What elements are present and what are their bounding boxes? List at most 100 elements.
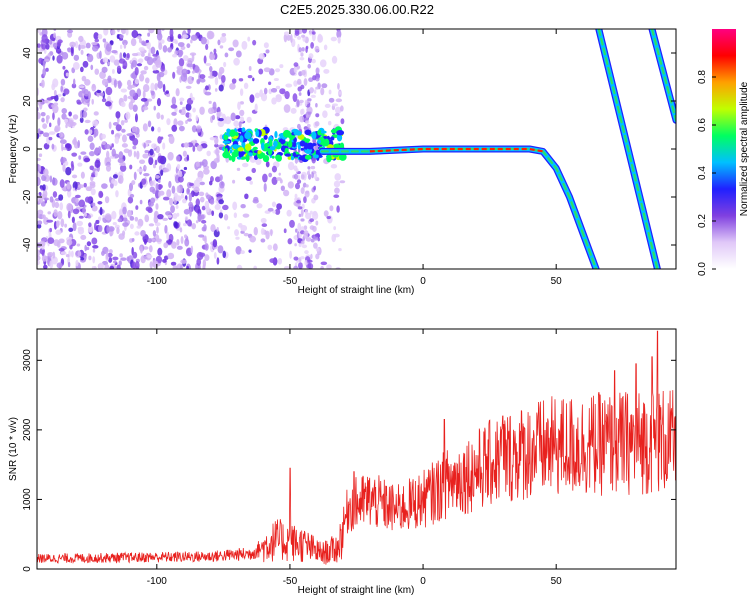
noise-speckle xyxy=(199,106,205,115)
noise-speckle xyxy=(66,202,73,212)
noise-speckle xyxy=(122,60,128,70)
noise-speckle xyxy=(42,237,48,242)
noise-speckle xyxy=(209,66,213,72)
noise-speckle xyxy=(171,124,178,132)
noise-speckle xyxy=(37,220,43,225)
noise-speckle xyxy=(37,255,41,261)
noise-speckle xyxy=(95,219,100,225)
noise-speckle xyxy=(260,238,266,243)
noise-speckle xyxy=(196,128,201,133)
noise-speckle xyxy=(85,246,90,251)
noise-speckle xyxy=(186,265,189,269)
noise-speckle xyxy=(184,216,189,221)
noise-speckle xyxy=(94,38,100,43)
noise-speckle xyxy=(205,43,209,50)
noise-speckle xyxy=(42,132,50,138)
noise-speckle xyxy=(217,245,224,254)
ridge-blob xyxy=(252,138,260,144)
noise-speckle xyxy=(219,35,227,44)
noise-speckle xyxy=(99,206,103,216)
noise-speckle xyxy=(208,53,216,61)
noise-speckle xyxy=(195,161,200,167)
noise-speckle xyxy=(177,42,185,47)
noise-speckle xyxy=(119,44,123,50)
noise-speckle xyxy=(339,180,346,184)
noise-speckle xyxy=(83,212,87,217)
noise-speckle xyxy=(203,168,210,175)
ridge-blob xyxy=(336,133,343,142)
noise-speckle xyxy=(37,111,41,120)
noise-speckle xyxy=(274,208,281,215)
noise-speckle xyxy=(280,185,285,192)
ridge-blob xyxy=(262,154,270,163)
noise-speckle xyxy=(147,32,151,37)
noise-speckle xyxy=(229,82,236,90)
noise-speckle xyxy=(311,211,319,221)
noise-speckle xyxy=(258,68,264,75)
noise-speckle xyxy=(77,250,82,257)
noise-speckle xyxy=(232,39,239,48)
noise-speckle xyxy=(156,29,162,36)
noise-speckle xyxy=(252,39,257,46)
noise-speckle xyxy=(176,245,183,250)
noise-speckle xyxy=(105,43,112,52)
noise-speckle xyxy=(235,236,240,240)
noise-speckle xyxy=(144,55,150,61)
snr-series-line xyxy=(37,330,676,565)
noise-speckle xyxy=(166,239,173,245)
noise-speckle xyxy=(287,181,294,189)
noise-speckle xyxy=(230,112,236,122)
ridge-blob xyxy=(231,152,238,158)
noise-speckle xyxy=(65,166,72,176)
noise-speckle xyxy=(295,228,298,233)
noise-speckle xyxy=(175,155,181,162)
noise-speckle xyxy=(82,110,88,118)
noise-speckle xyxy=(40,111,46,117)
noise-speckle xyxy=(42,184,46,191)
noise-speckle xyxy=(140,229,146,237)
noise-speckle xyxy=(237,101,241,111)
noise-speckle xyxy=(107,252,113,258)
noise-speckle xyxy=(171,96,177,106)
noise-speckle xyxy=(304,259,308,266)
y-tick-label: 2000 xyxy=(22,418,33,441)
noise-speckle xyxy=(240,224,248,232)
noise-speckle xyxy=(131,30,139,39)
noise-speckle xyxy=(132,137,139,146)
noise-speckle xyxy=(149,180,154,187)
noise-speckle xyxy=(152,230,157,237)
noise-speckle xyxy=(171,241,177,249)
noise-speckle xyxy=(48,136,53,141)
noise-speckle xyxy=(37,249,41,258)
noise-speckle xyxy=(119,253,123,258)
noise-speckle xyxy=(90,174,97,178)
noise-speckle xyxy=(232,179,236,184)
noise-speckle xyxy=(260,227,265,235)
noise-speckle xyxy=(205,205,210,213)
noise-speckle xyxy=(214,88,218,92)
noise-speckle xyxy=(253,265,257,269)
noise-speckle xyxy=(285,83,293,88)
noise-speckle xyxy=(310,94,316,98)
ridge-blob xyxy=(222,140,231,144)
noise-speckle xyxy=(179,101,183,105)
noise-speckle xyxy=(271,201,277,208)
noise-speckle xyxy=(57,93,62,97)
noise-speckle xyxy=(297,86,302,92)
noise-speckle xyxy=(176,263,184,269)
noise-speckle xyxy=(129,215,135,221)
noise-speckle xyxy=(120,29,127,35)
noise-speckle xyxy=(51,177,58,186)
noise-speckle xyxy=(304,250,309,255)
noise-speckle xyxy=(78,85,85,89)
noise-speckle xyxy=(221,33,227,37)
noise-speckle xyxy=(40,100,45,105)
noise-speckle xyxy=(299,115,305,123)
noise-speckle xyxy=(99,71,106,80)
noise-speckle xyxy=(147,238,152,244)
noise-speckle xyxy=(116,264,121,269)
noise-speckle xyxy=(150,82,155,91)
noise-speckle xyxy=(153,163,156,169)
noise-speckle xyxy=(188,201,193,208)
